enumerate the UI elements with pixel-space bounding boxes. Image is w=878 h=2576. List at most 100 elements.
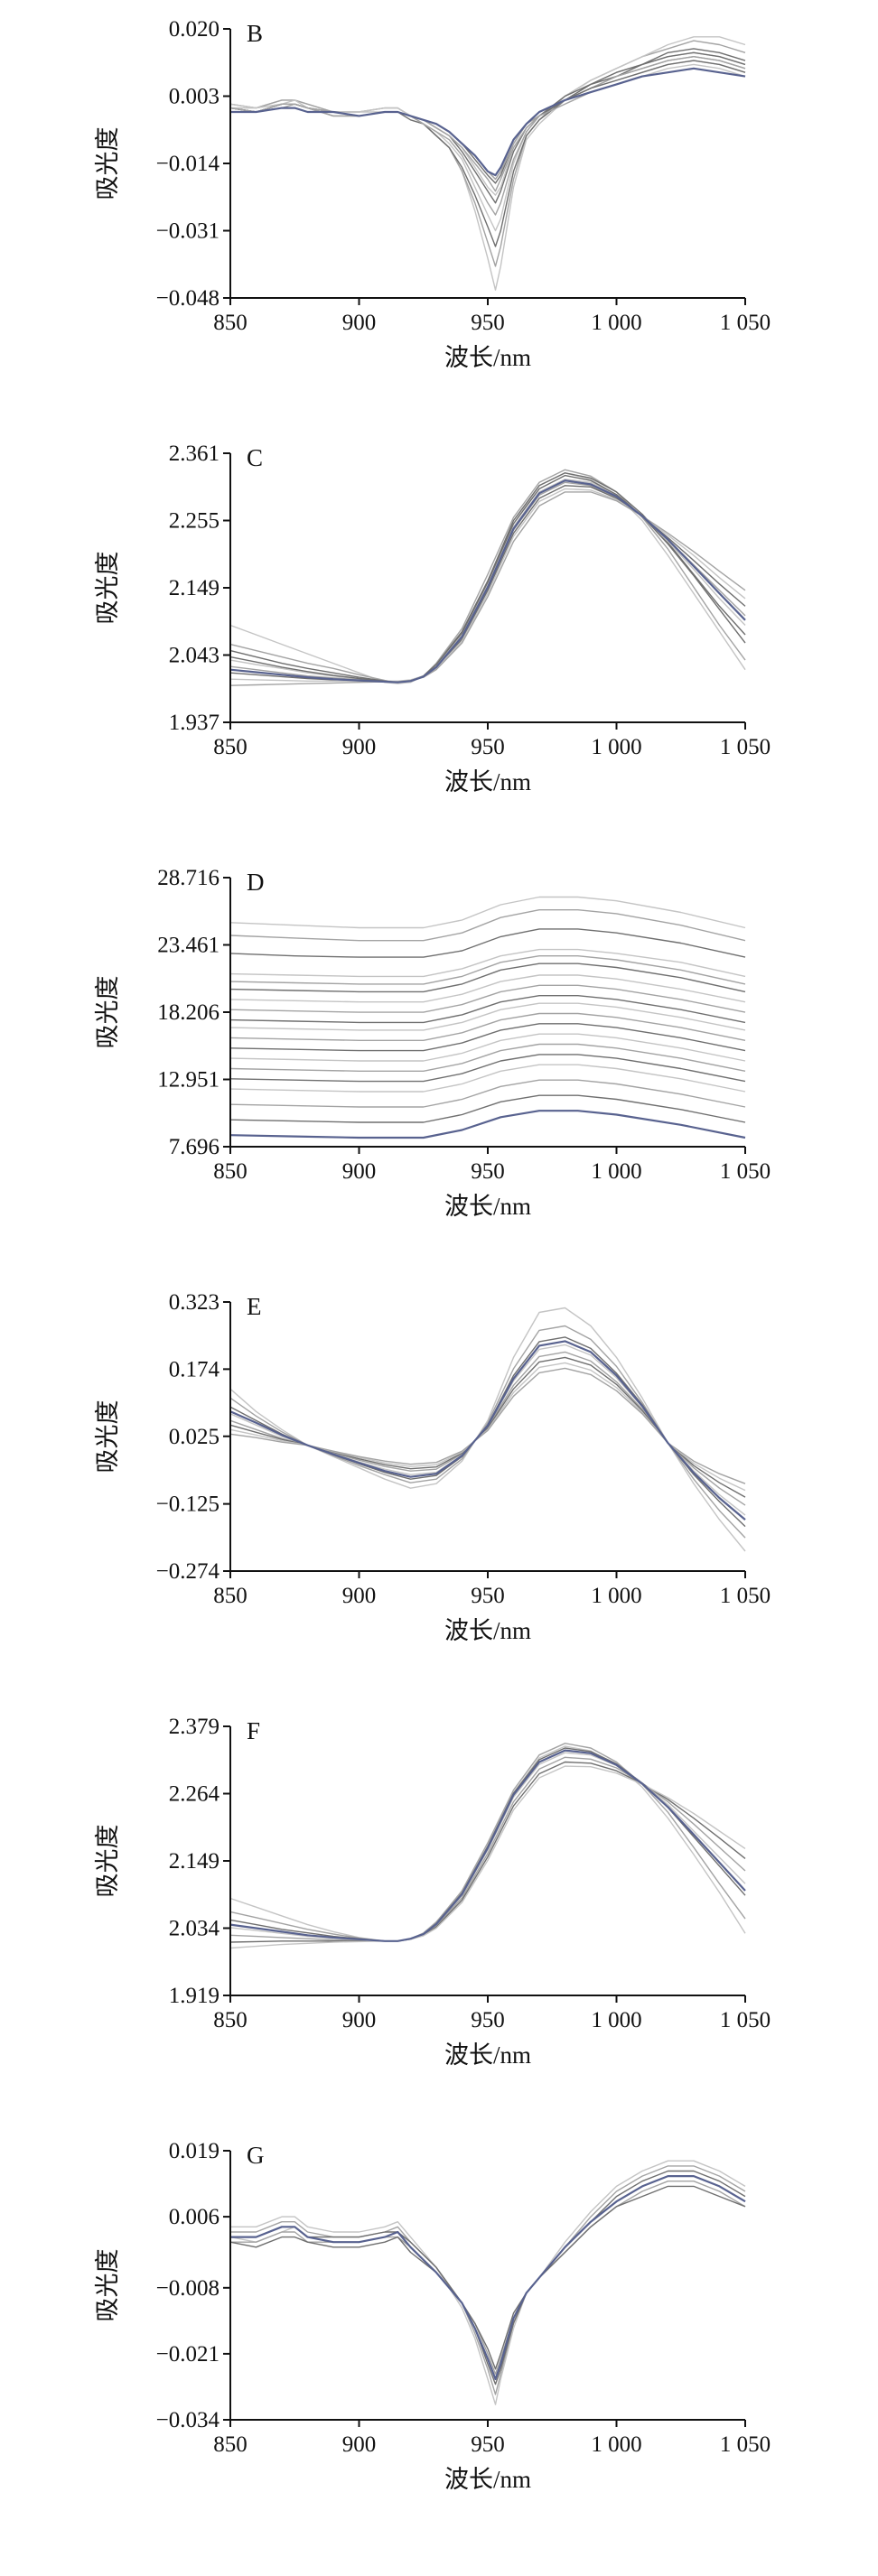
x-axis-title: 波长/nm	[444, 768, 531, 795]
y-tick-label: 2.149	[169, 576, 220, 600]
x-tick-label: 950	[471, 735, 505, 759]
x-tick-label: 950	[471, 311, 505, 335]
x-tick-label: 1 050	[720, 1159, 771, 1184]
y-tick-label: 2.361	[169, 442, 220, 466]
x-tick-label: 1 000	[591, 1159, 641, 1184]
y-tick-label: 1.937	[169, 711, 220, 735]
series-group	[229, 896, 746, 1139]
y-tick-label: 0.025	[169, 1425, 220, 1449]
series-group	[229, 2160, 746, 2405]
x-tick-label: 1 000	[591, 311, 641, 335]
panel-label: D	[247, 869, 265, 896]
y-tick-label: −0.021	[156, 2342, 220, 2367]
y-axis-title: 吸光度	[94, 552, 121, 625]
x-tick-label: 950	[471, 1159, 505, 1184]
series-line	[229, 472, 746, 684]
x-axis-title: 波长/nm	[444, 1617, 531, 1644]
chart-panel-e: 850 900 950 1 000 1 050 0.323 0.174 0.025 −0.125…	[94, 1290, 771, 1644]
y-axis-title: 吸光度	[94, 976, 121, 1049]
series-line	[229, 896, 746, 929]
y-tick-label: 1.919	[169, 1984, 220, 2008]
y-axis-title: 吸光度	[94, 1825, 121, 1898]
y-tick-label: 0.323	[169, 1290, 220, 1315]
y-tick-label: 2.255	[169, 509, 220, 534]
series-line	[229, 1012, 746, 1041]
series-line	[229, 1340, 746, 1520]
series-line	[229, 1079, 746, 1108]
y-tick-label: 2.043	[169, 644, 220, 668]
series-group	[229, 1743, 746, 1949]
y-tick-label: 2.149	[169, 1849, 220, 1874]
panel-label: B	[247, 20, 263, 47]
y-tick-label: 28.716	[157, 866, 220, 890]
y-tick-label: −0.031	[156, 219, 220, 244]
series-group	[229, 469, 746, 686]
y-axis-title: 吸光度	[94, 1400, 121, 1474]
chart-panel-c: 850 900 950 1 000 1 050 2.361 2.255 2.149 2.043 1…	[94, 442, 771, 795]
series-line	[229, 1094, 746, 1123]
chart-panel-d: 850 900 950 1 000 1 050 28.716 23.461 18.206 12.…	[94, 866, 771, 1220]
y-axis-title: 吸光度	[94, 2249, 121, 2322]
x-tick-label: 1 000	[591, 2008, 641, 2032]
x-tick-label: 850	[213, 1159, 248, 1184]
series-line	[229, 948, 746, 978]
series-line	[229, 1064, 746, 1093]
series-group	[229, 1307, 746, 1552]
x-tick-label: 950	[471, 2432, 505, 2457]
series-line	[229, 1367, 746, 1484]
series-line	[229, 2185, 746, 2370]
series-line	[229, 1002, 746, 1031]
y-tick-label: −0.274	[156, 1559, 220, 1584]
series-line	[229, 51, 746, 247]
x-tick-label: 850	[213, 311, 248, 335]
x-tick-label: 900	[342, 1159, 377, 1184]
x-tick-label: 900	[342, 2008, 377, 2032]
series-line	[229, 474, 746, 684]
series-line	[230, 2160, 746, 2405]
x-axis-title: 波长/nm	[444, 344, 531, 371]
y-tick-label: −0.014	[156, 152, 220, 176]
y-tick-label: 2.264	[169, 1782, 220, 1807]
y-tick-label: 0.174	[169, 1357, 220, 1381]
y-tick-label: −0.034	[156, 2408, 220, 2432]
y-tick-label: 0.003	[169, 85, 220, 109]
y-tick-label: 2.034	[169, 1917, 220, 1941]
series-line	[229, 1765, 746, 1949]
y-tick-label: 7.696	[169, 1135, 220, 1159]
y-tick-label: 0.006	[169, 2205, 220, 2229]
panel-label: G	[247, 2142, 265, 2169]
series-line	[229, 68, 746, 181]
x-axis-title: 波长/nm	[444, 1193, 531, 1220]
y-axis-title: 吸光度	[94, 127, 121, 200]
series-line	[229, 1110, 746, 1139]
series-line	[229, 1749, 746, 1942]
series-line	[229, 491, 746, 686]
chart-panel-g: 850 900 950 1 000 1 050 0.019 0.006 −0.008 −0.02…	[94, 2139, 771, 2493]
x-axis-title: 波长/nm	[444, 2466, 531, 2493]
series-line	[230, 2170, 746, 2385]
series-line	[229, 974, 746, 1003]
series-line	[229, 1023, 746, 1052]
y-tick-label: 12.951	[157, 1068, 220, 1093]
y-tick-label: 0.020	[169, 17, 220, 42]
y-tick-label: 18.206	[157, 1000, 220, 1025]
x-tick-label: 1 050	[720, 2008, 771, 2032]
x-tick-label: 900	[342, 311, 377, 335]
panel-label: C	[247, 444, 263, 471]
series-line	[229, 955, 746, 985]
series-line	[230, 2181, 746, 2376]
series-line	[229, 909, 746, 942]
panel-label: F	[247, 1717, 260, 1744]
chart-panel-b: 850 900 950 1 000 1 050 0.020 0.003 −0.014 −0.03…	[94, 17, 771, 371]
series-group	[229, 36, 746, 291]
x-tick-label: 850	[213, 2432, 248, 2457]
y-tick-label: 0.019	[169, 2139, 220, 2163]
series-line	[229, 40, 746, 267]
x-tick-label: 1 000	[591, 2432, 641, 2457]
series-line	[229, 1336, 746, 1528]
series-line	[229, 1033, 746, 1062]
series-line	[229, 928, 746, 958]
series-line	[230, 2175, 746, 2381]
x-tick-label: 1 050	[720, 1584, 771, 1608]
